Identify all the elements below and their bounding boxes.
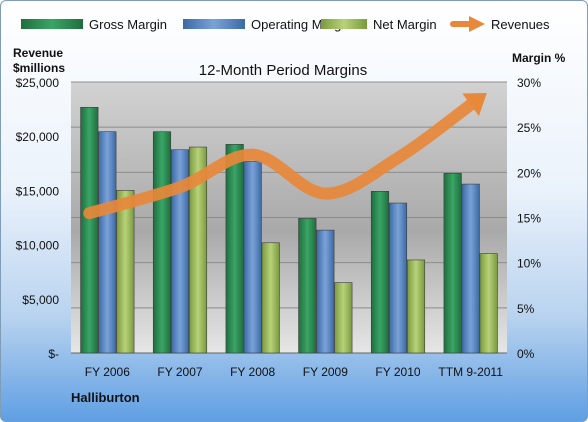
gross-margin-bar: [80, 106, 99, 354]
revenue-arrow-layer: [83, 92, 487, 220]
category-label: TTM 9-2011: [438, 365, 503, 379]
net-margin-bar: [116, 190, 135, 354]
gross-margin-bar: [298, 218, 317, 354]
category-label: FY 2007: [157, 365, 202, 379]
net-margin-bar: [479, 253, 498, 354]
operating-margin-bar: [98, 131, 117, 354]
left-tick-label: $10,000: [16, 239, 60, 253]
legend-label-net-margin: Net Margin: [373, 17, 437, 32]
right-tick-label: 15%: [517, 212, 541, 226]
right-tick-label: 25%: [517, 121, 541, 135]
net-margin-bar: [188, 146, 208, 354]
net-margin-bar: [261, 242, 280, 354]
gross-margin-bar: [443, 172, 462, 354]
category-label: FY 2008: [230, 365, 275, 379]
right-axis-label: Margin %: [512, 51, 566, 65]
net-margin-bar: [406, 259, 426, 354]
revenue-arrow-head: [462, 92, 487, 117]
legend-label-revenues: Revenues: [491, 17, 550, 32]
gross-margin-bar: [225, 144, 244, 354]
category-label: FY 2006: [85, 365, 130, 379]
right-tick-label: 10%: [517, 257, 541, 271]
legend-swatch-operating-margin: [183, 19, 245, 29]
company-label: Halliburton: [71, 390, 140, 405]
operating-margin-bar: [170, 149, 190, 354]
left-axis-label-line2: $millions: [13, 61, 65, 75]
operating-margin-bar: [388, 202, 408, 354]
chart-title: 12-Month Period Margins: [199, 62, 367, 79]
left-tick-label: $-: [48, 347, 59, 361]
left-tick-label: $20,000: [16, 130, 60, 144]
gross-margin-bar: [370, 191, 390, 354]
legend-arrow-revenues: [450, 16, 485, 32]
net-margin-bar: [334, 282, 353, 354]
category-label: FY 2010: [375, 365, 420, 379]
right-tick-label: 30%: [517, 76, 541, 90]
right-tick-label: 5%: [517, 302, 535, 316]
right-tick-label: 0%: [517, 347, 535, 361]
operating-margin-bar: [316, 229, 335, 354]
operating-margin-bar: [461, 183, 480, 354]
left-tick-label: $5,000: [22, 293, 59, 307]
legend-label-gross-margin: Gross Margin: [89, 17, 167, 32]
tick-labels-layer: 0% 5% 10% 15% 20% 25% 30% $- $5,000 $10,000 $15,00…: [16, 76, 542, 379]
category-label: FY 2009: [303, 365, 348, 379]
legend-swatch-gross-margin: [21, 19, 83, 29]
gridlines: [71, 81, 507, 354]
operating-margin-bar: [243, 161, 262, 354]
right-tick-label: 20%: [517, 166, 541, 180]
left-tick-label: $15,000: [16, 184, 60, 198]
revenue-arrow-line: [83, 98, 477, 220]
legend-swatch-net-margin: [321, 19, 367, 29]
left-tick-label: $25,000: [16, 76, 60, 90]
gross-margin-bar: [152, 131, 172, 354]
bars-layer: [80, 106, 498, 354]
legend: Gross Margin Operating Margin Net Margin…: [21, 16, 550, 32]
left-axis-label-line1: Revenue: [13, 46, 63, 60]
